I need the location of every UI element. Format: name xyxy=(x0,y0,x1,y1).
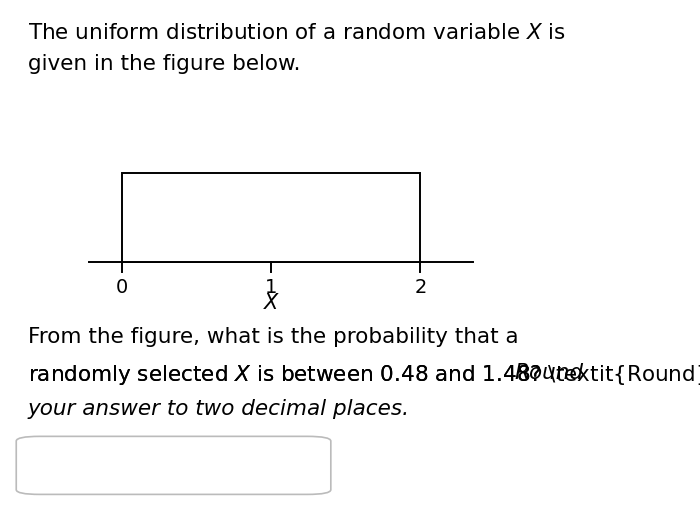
Text: randomly selected $\mathit{X}$ is between 0.48 and 1.48?: randomly selected $\mathit{X}$ is betwee… xyxy=(28,363,543,387)
Bar xyxy=(122,174,421,262)
FancyBboxPatch shape xyxy=(16,436,331,494)
Text: From the figure, what is the probability that a: From the figure, what is the probability… xyxy=(28,327,519,347)
Text: given in the figure below.: given in the figure below. xyxy=(28,54,300,74)
Text: randomly selected $\mathit{X}$ is between 0.48 and 1.48? \textit{Round}: randomly selected $\mathit{X}$ is betwee… xyxy=(28,363,700,387)
Text: your answer to two decimal places.: your answer to two decimal places. xyxy=(28,399,410,419)
Text: 2: 2 xyxy=(414,278,426,297)
Text: $\mathit{X}$: $\mathit{X}$ xyxy=(262,293,280,313)
Text: Round: Round xyxy=(514,363,584,383)
Text: 0: 0 xyxy=(116,278,128,297)
Text: The uniform distribution of a random variable $\mathit{X}$ is: The uniform distribution of a random var… xyxy=(28,23,566,43)
Text: 1: 1 xyxy=(265,278,277,297)
